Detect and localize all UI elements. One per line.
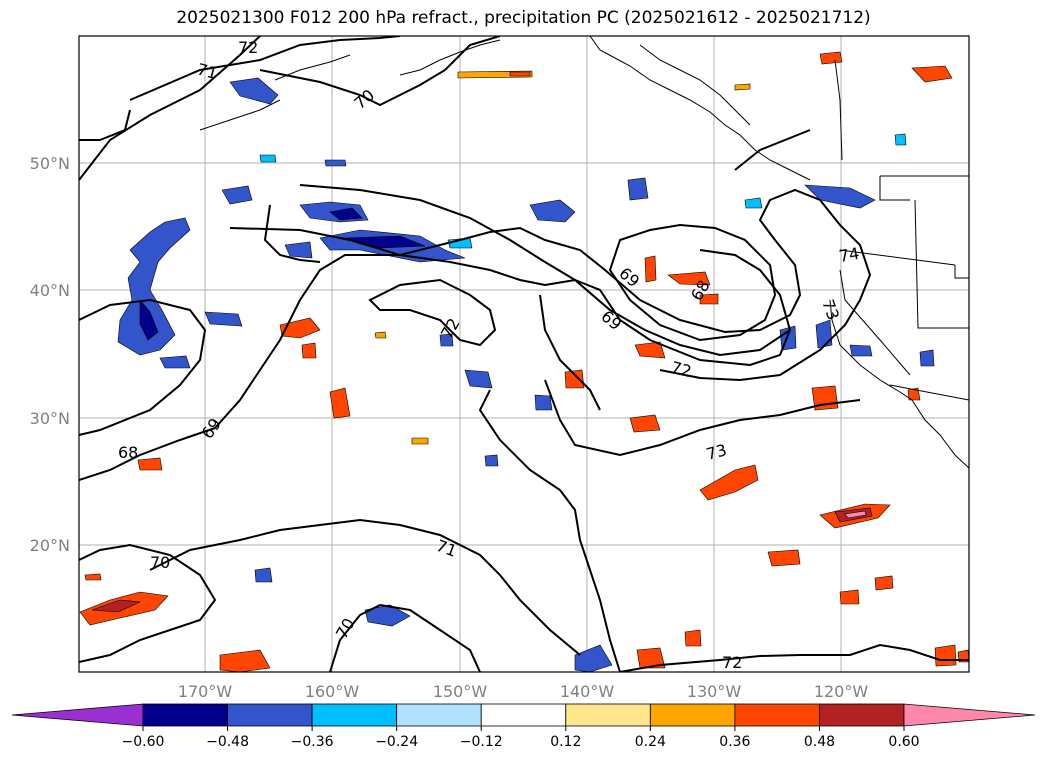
lon-label: 130°W [687, 682, 742, 701]
lon-label: 150°W [433, 682, 488, 701]
colorbar-swatch [227, 703, 313, 727]
colorbar-tick-label: −0.60 [122, 734, 165, 750]
colorbar-extend-high [903, 703, 1036, 727]
map-title: 2025021300 F012 200 hPa refract., precip… [176, 8, 871, 28]
latitude-labels: 50°N 40°N 30°N 20°N [30, 154, 70, 555]
map-panel: 72 71 70 69 68 70 69 68 74 73 72 71 70 7… [79, 36, 969, 672]
coastlines [199, 36, 969, 469]
colorbar-tick-label: 0.24 [635, 734, 666, 750]
colorbar-swatch [734, 703, 820, 727]
colorbar-tick-label: 0.60 [888, 734, 919, 750]
precip-positive-blobs [79, 51, 969, 672]
contour-label: 70 [150, 553, 170, 572]
lon-label: 140°W [560, 682, 615, 701]
colorbar [11, 703, 1036, 727]
lat-label: 20°N [30, 536, 70, 555]
lat-label: 40°N [30, 281, 70, 300]
colorbar-swatch [142, 703, 228, 727]
colorbar-swatch [565, 703, 651, 727]
colorbar-swatch [649, 703, 736, 727]
colorbar-tick-label: −0.36 [291, 734, 334, 750]
colorbar-swatch [819, 703, 905, 727]
colorbar-tick-label: −0.12 [460, 734, 503, 750]
colorbar-extend-low [11, 703, 144, 727]
colorbar-swatch [311, 703, 398, 727]
contour-label: 72 [722, 653, 742, 672]
colorbar-tick-label: 0.36 [719, 734, 750, 750]
lat-label: 50°N [30, 154, 70, 173]
colorbar-swatch [480, 703, 567, 727]
lon-label: 160°W [305, 682, 360, 701]
contour-label: 73 [704, 440, 729, 464]
contour-label: 71 [195, 60, 220, 84]
refractivity-contours [79, 36, 969, 672]
map-frame [78, 35, 970, 673]
colorbar-tick-label: −0.48 [206, 734, 249, 750]
contour-label: 74 [837, 244, 860, 266]
colorbar-tick-label: 0.48 [804, 734, 835, 750]
colorbar-tick-label: −0.24 [375, 734, 418, 750]
colorbar-ticks: −0.60 −0.48 −0.36 −0.24 −0.12 0.12 0.24 0.36 0.4… [122, 726, 920, 750]
precip-negative-blobs [117, 77, 935, 672]
lon-label: 120°W [814, 682, 869, 701]
colorbar-tick-label: 0.12 [550, 734, 581, 750]
lat-label: 30°N [30, 409, 70, 428]
colorbar-swatch [396, 703, 482, 727]
contour-label: 68 [118, 443, 138, 462]
contour-label: 72 [669, 358, 694, 382]
contour-label: 72 [238, 38, 258, 57]
longitude-labels: 170°W 160°W 150°W 140°W 130°W 120°W [178, 682, 869, 701]
lon-label: 170°W [178, 682, 233, 701]
